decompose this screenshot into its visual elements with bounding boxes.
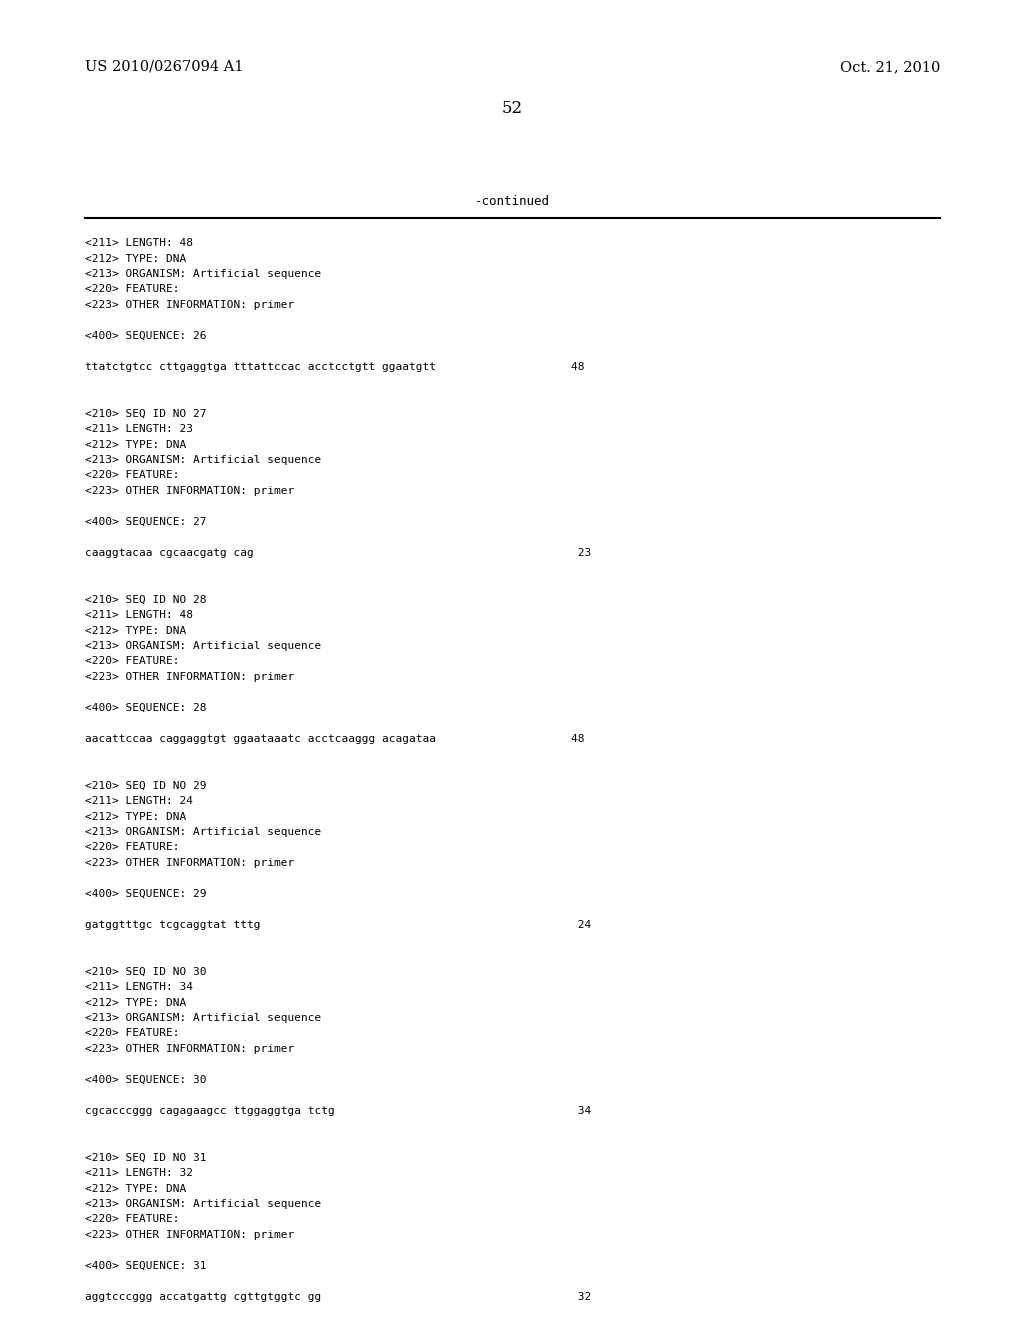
Text: <220> FEATURE:: <220> FEATURE: xyxy=(85,285,179,294)
Text: <400> SEQUENCE: 31: <400> SEQUENCE: 31 xyxy=(85,1261,207,1271)
Text: <400> SEQUENCE: 29: <400> SEQUENCE: 29 xyxy=(85,888,207,899)
Text: gatggtttgc tcgcaggtat tttg                                               24: gatggtttgc tcgcaggtat tttg 24 xyxy=(85,920,591,931)
Text: <212> TYPE: DNA: <212> TYPE: DNA xyxy=(85,998,186,1007)
Text: 52: 52 xyxy=(502,100,522,117)
Text: <400> SEQUENCE: 26: <400> SEQUENCE: 26 xyxy=(85,331,207,341)
Text: <210> SEQ ID NO 30: <210> SEQ ID NO 30 xyxy=(85,966,207,977)
Text: <400> SEQUENCE: 27: <400> SEQUENCE: 27 xyxy=(85,517,207,527)
Text: <400> SEQUENCE: 30: <400> SEQUENCE: 30 xyxy=(85,1074,207,1085)
Text: aggtcccggg accatgattg cgttgtggtc gg                                      32: aggtcccggg accatgattg cgttgtggtc gg 32 xyxy=(85,1292,591,1302)
Text: <400> SEQUENCE: 28: <400> SEQUENCE: 28 xyxy=(85,704,207,713)
Text: <220> FEATURE:: <220> FEATURE: xyxy=(85,656,179,667)
Text: <212> TYPE: DNA: <212> TYPE: DNA xyxy=(85,440,186,450)
Text: <211> LENGTH: 32: <211> LENGTH: 32 xyxy=(85,1168,193,1177)
Text: <211> LENGTH: 48: <211> LENGTH: 48 xyxy=(85,238,193,248)
Text: <220> FEATURE:: <220> FEATURE: xyxy=(85,1028,179,1039)
Text: <212> TYPE: DNA: <212> TYPE: DNA xyxy=(85,626,186,635)
Text: <220> FEATURE:: <220> FEATURE: xyxy=(85,1214,179,1225)
Text: <211> LENGTH: 23: <211> LENGTH: 23 xyxy=(85,424,193,434)
Text: <211> LENGTH: 24: <211> LENGTH: 24 xyxy=(85,796,193,807)
Text: <223> OTHER INFORMATION: primer: <223> OTHER INFORMATION: primer xyxy=(85,1044,294,1053)
Text: <210> SEQ ID NO 28: <210> SEQ ID NO 28 xyxy=(85,594,207,605)
Text: Oct. 21, 2010: Oct. 21, 2010 xyxy=(840,59,940,74)
Text: <211> LENGTH: 34: <211> LENGTH: 34 xyxy=(85,982,193,993)
Text: <220> FEATURE:: <220> FEATURE: xyxy=(85,842,179,853)
Text: <213> ORGANISM: Artificial sequence: <213> ORGANISM: Artificial sequence xyxy=(85,1199,322,1209)
Text: <223> OTHER INFORMATION: primer: <223> OTHER INFORMATION: primer xyxy=(85,486,294,496)
Text: US 2010/0267094 A1: US 2010/0267094 A1 xyxy=(85,59,244,74)
Text: <210> SEQ ID NO 29: <210> SEQ ID NO 29 xyxy=(85,780,207,791)
Text: <213> ORGANISM: Artificial sequence: <213> ORGANISM: Artificial sequence xyxy=(85,269,322,279)
Text: cgcacccggg cagagaagcc ttggaggtga tctg                                    34: cgcacccggg cagagaagcc ttggaggtga tctg 34 xyxy=(85,1106,591,1115)
Text: ttatctgtcc cttgaggtga tttattccac acctcctgtt ggaatgtt                    48: ttatctgtcc cttgaggtga tttattccac acctcct… xyxy=(85,362,585,372)
Text: <223> OTHER INFORMATION: primer: <223> OTHER INFORMATION: primer xyxy=(85,858,294,869)
Text: <213> ORGANISM: Artificial sequence: <213> ORGANISM: Artificial sequence xyxy=(85,455,322,465)
Text: <210> SEQ ID NO 31: <210> SEQ ID NO 31 xyxy=(85,1152,207,1163)
Text: caaggtacaa cgcaacgatg cag                                                23: caaggtacaa cgcaacgatg cag 23 xyxy=(85,548,591,558)
Text: <212> TYPE: DNA: <212> TYPE: DNA xyxy=(85,253,186,264)
Text: <212> TYPE: DNA: <212> TYPE: DNA xyxy=(85,812,186,821)
Text: <211> LENGTH: 48: <211> LENGTH: 48 xyxy=(85,610,193,620)
Text: <210> SEQ ID NO 27: <210> SEQ ID NO 27 xyxy=(85,408,207,418)
Text: -continued: -continued xyxy=(474,195,550,209)
Text: <220> FEATURE:: <220> FEATURE: xyxy=(85,470,179,480)
Text: <213> ORGANISM: Artificial sequence: <213> ORGANISM: Artificial sequence xyxy=(85,828,322,837)
Text: <223> OTHER INFORMATION: primer: <223> OTHER INFORMATION: primer xyxy=(85,1230,294,1239)
Text: <223> OTHER INFORMATION: primer: <223> OTHER INFORMATION: primer xyxy=(85,672,294,682)
Text: <213> ORGANISM: Artificial sequence: <213> ORGANISM: Artificial sequence xyxy=(85,1012,322,1023)
Text: <223> OTHER INFORMATION: primer: <223> OTHER INFORMATION: primer xyxy=(85,300,294,310)
Text: <213> ORGANISM: Artificial sequence: <213> ORGANISM: Artificial sequence xyxy=(85,642,322,651)
Text: <212> TYPE: DNA: <212> TYPE: DNA xyxy=(85,1184,186,1193)
Text: aacattccaa caggaggtgt ggaataaatc acctcaaggg acagataa                    48: aacattccaa caggaggtgt ggaataaatc acctcaa… xyxy=(85,734,585,744)
